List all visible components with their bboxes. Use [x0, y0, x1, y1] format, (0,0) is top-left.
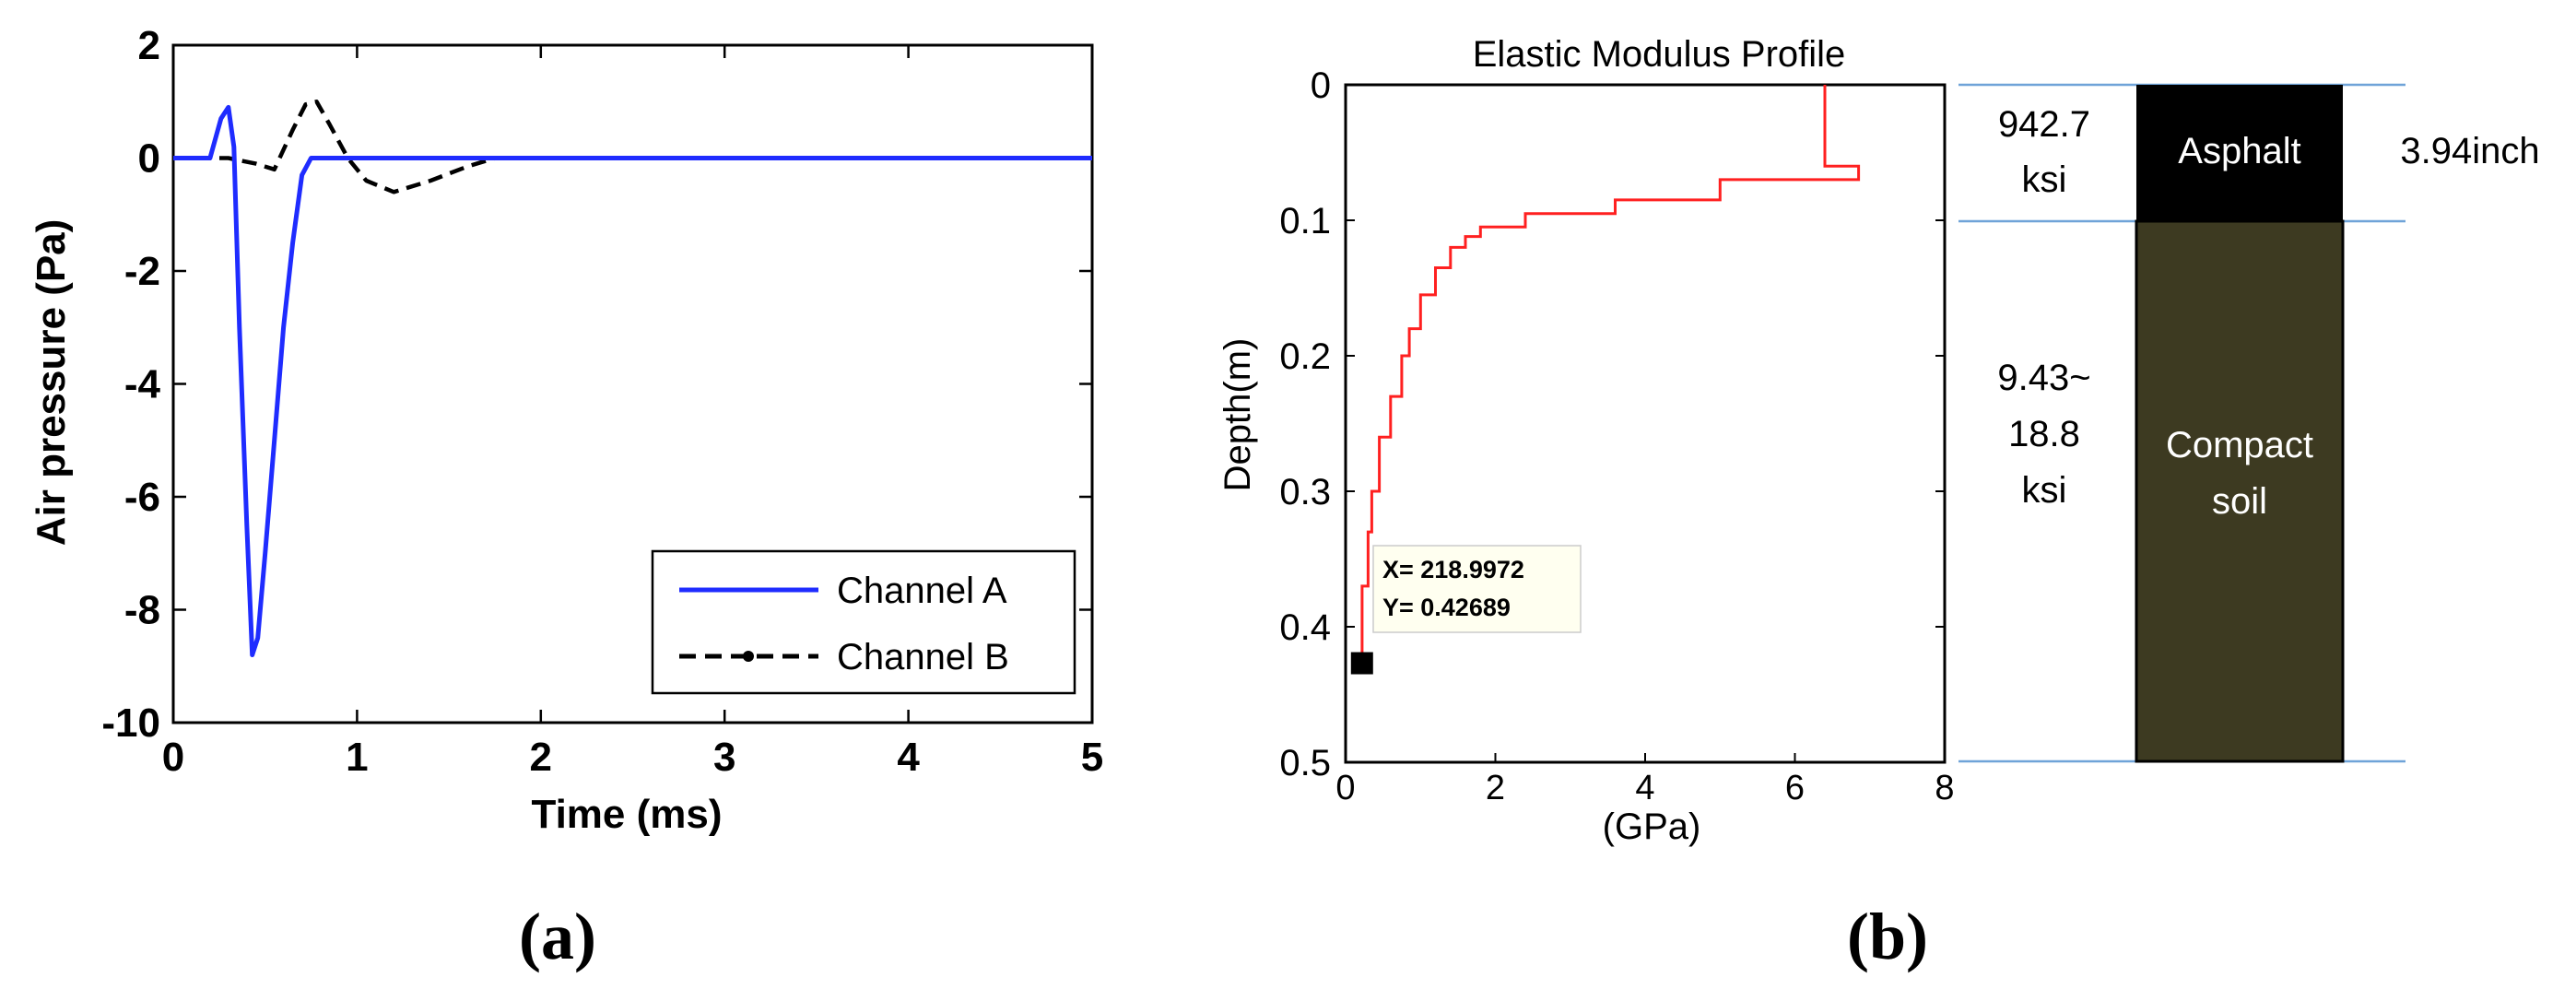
asphalt-label: Asphalt	[2178, 131, 2300, 171]
panel-b-ticks	[1345, 84, 1946, 763]
panel-a-air-pressure-chart: 0 1 2 3 4 520-2-4-6-8-10 Channel A Channel B …	[29, 23, 1103, 973]
panel-a-tick-labels: 0 1 2 3 4 5 2 0 -2 -4 -6 -8 -10	[101, 23, 1103, 780]
panel-a-ticks	[171, 43, 1094, 724]
y-tick-label: 0.3	[1279, 472, 1331, 512]
datatip-marker	[1350, 652, 1373, 675]
y-tick-label: 0.1	[1279, 201, 1331, 241]
x-tick-label: 8	[1935, 769, 1954, 807]
soil-label-line1: Compact	[2166, 425, 2313, 465]
x-tick-label: 3	[713, 735, 735, 780]
x-tick-label: 4	[1635, 769, 1654, 807]
y-tick-label: 0.2	[1279, 336, 1331, 377]
y-tick-label: 0.5	[1279, 743, 1331, 783]
series-channel-b	[173, 100, 1092, 194]
series-channel-a	[173, 104, 1092, 657]
panel-a-label: (a)	[519, 900, 596, 973]
panel-a-x-axis-label: Time (ms)	[531, 792, 722, 837]
y-tick-label: 0.4	[1279, 607, 1331, 648]
y-tick-label: 0	[138, 136, 160, 182]
panel-b-y-axis-label: Depth(m)	[1217, 338, 1258, 492]
datatip-x-text: X= 218.9972	[1382, 556, 1524, 583]
panel-b-plot-frame	[1344, 83, 1947, 764]
compact-soil-layer	[2135, 219, 2345, 763]
x-tick-label: 2	[1486, 769, 1505, 807]
y-tick-label: -8	[124, 588, 160, 633]
asphalt-modulus-line2: ksi	[2022, 159, 2067, 200]
y-tick-label: 2	[138, 23, 160, 68]
soil-modulus-line3: ksi	[2022, 470, 2067, 511]
y-tick-label: 0	[1311, 65, 1331, 106]
y-tick-label: -10	[101, 701, 160, 746]
legend-channel-b-label: Channel B	[837, 637, 1009, 677]
asphalt-modulus-line1: 942.7	[1998, 104, 2090, 145]
x-tick-label: 0	[162, 735, 184, 780]
panel-b-tick-labels: 0 2 4 6 8 0 0.1 0.2 0.3 0.4 0.5	[1279, 65, 1954, 807]
soil-label-line2: soil	[2212, 481, 2267, 522]
x-tick-label: 0	[1335, 769, 1355, 807]
panel-b-series	[1360, 85, 1861, 664]
panel-a-y-axis-label: Air pressure (Pa)	[29, 219, 74, 547]
soil-modulus-line1: 9.43~	[1997, 358, 2090, 398]
asphalt-layer	[2136, 85, 2343, 221]
panel-b-x-axis-label: (GPa)	[1603, 807, 1701, 847]
datatip-y-text: Y= 0.42689	[1382, 594, 1511, 621]
legend-channel-a-label: Channel A	[837, 571, 1007, 611]
panel-b-label: (b)	[1847, 900, 1928, 973]
soil-modulus-line2: 18.8	[2008, 414, 2080, 454]
panel-b-elastic-modulus-profile: Elastic Modulus Profile 0 2 4 6 800.10.20.30…	[1217, 34, 2540, 973]
y-tick-label: -4	[124, 362, 161, 407]
y-tick-label: -6	[124, 475, 160, 520]
panel-a-series	[173, 100, 1092, 657]
asphalt-thickness: 3.94inch	[2400, 131, 2539, 171]
series-elastic-modulus	[1360, 85, 1861, 664]
legend-box	[651, 549, 1076, 695]
panel-a-legend: Channel A Channel B	[651, 549, 1076, 695]
datatip-box	[1372, 545, 1582, 633]
panel-b-datatip: X= 218.9972 Y= 0.42689	[1350, 545, 1582, 675]
x-tick-label: 5	[1081, 735, 1103, 780]
panel-b-title: Elastic Modulus Profile	[1473, 34, 1846, 75]
x-tick-label: 2	[530, 735, 552, 780]
y-tick-label: -2	[124, 249, 160, 294]
x-tick-label: 1	[346, 735, 368, 780]
x-tick-label: 6	[1785, 769, 1805, 807]
x-tick-label: 4	[897, 735, 920, 780]
legend-channel-b-marker	[743, 651, 754, 662]
